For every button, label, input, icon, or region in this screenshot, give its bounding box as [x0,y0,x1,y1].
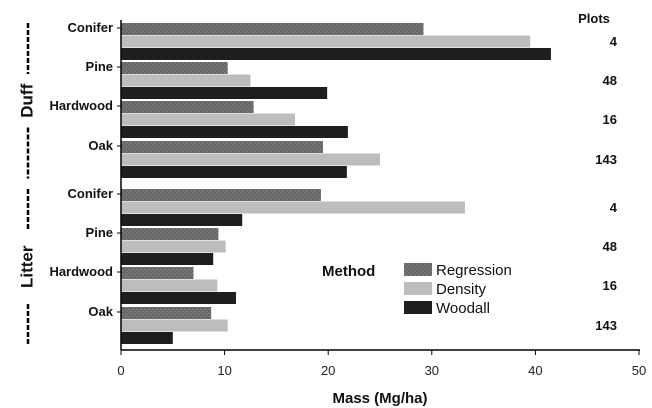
category-label-duff-conifer: Conifer [68,20,114,35]
bar-duff-pine-woodall [121,87,328,99]
plots-header: Plots [578,11,610,26]
x-ticks-layer: 0 10 20 30 40 50 [117,350,646,378]
bar-litter-oak-density [121,319,228,332]
legend-label-woodall: Woodall [436,300,490,317]
bar-litter-hardwood-regression [121,267,194,279]
plot-count-duff-oak: 143 [595,152,617,167]
bar-duff-hardwood-density [121,113,296,126]
group-label-duff: Duff [17,83,36,117]
legend-title: Method [322,263,375,280]
group-labels-layer: Duff Litter [17,23,36,345]
bar-litter-pine-woodall [121,253,214,265]
plot-count-duff-pine: 48 [603,73,617,88]
plot-count-litter-pine: 48 [603,239,617,254]
x-tick-label: 40 [528,363,542,378]
plot-count-litter-conifer: 4 [610,200,618,215]
bar-litter-oak-woodall [121,332,173,344]
bar-duff-conifer-woodall [121,48,551,60]
category-label-duff-oak: Oak [88,138,113,153]
plot-count-duff-hardwood: 16 [603,112,617,127]
category-label-duff-pine: Pine [86,59,113,74]
plot-count-litter-hardwood: 16 [603,278,617,293]
bar-duff-hardwood-woodall [121,126,348,138]
legend-label-density: Density [436,281,487,298]
bar-duff-oak-density [121,153,380,166]
bar-duff-conifer-regression [121,23,424,35]
category-label-litter-oak: Oak [88,304,113,319]
bar-litter-conifer-regression [121,189,321,201]
bar-litter-hardwood-density [121,279,218,292]
legend: Method Regression Density Woodall [322,262,512,317]
category-label-litter-pine: Pine [86,225,113,240]
bar-duff-conifer-density [121,35,531,48]
bar-litter-hardwood-woodall [121,292,236,304]
bar-litter-conifer-density [121,201,465,214]
category-label-litter-hardwood: Hardwood [49,264,113,279]
x-tick-label: 30 [425,363,439,378]
group-label-litter: Litter [17,245,36,288]
category-label-duff-hardwood: Hardwood [49,98,113,113]
bar-litter-conifer-woodall [121,214,243,226]
x-tick-label: 10 [217,363,231,378]
x-tick-label: 50 [632,363,646,378]
bar-duff-hardwood-regression [121,101,254,113]
plot-count-labels-layer: 4 48 16 143 4 48 16 143 [595,34,617,333]
category-labels-layer: Conifer Pine Hardwood Oak Conifer Pine Hardwoo… [49,20,121,319]
legend-swatch-density [404,282,432,295]
plot-count-duff-conifer: 4 [610,34,618,49]
bar-duff-oak-woodall [121,166,347,178]
bar-litter-oak-regression [121,307,212,319]
axes-layer [120,20,640,351]
bar-litter-pine-density [121,240,226,253]
plot-count-litter-oak: 143 [595,318,617,333]
x-tick-label: 0 [117,363,124,378]
bar-duff-oak-regression [121,141,324,153]
category-label-litter-conifer: Conifer [68,186,114,201]
legend-label-regression: Regression [436,262,512,279]
legend-swatch-woodall [404,301,432,314]
bars-layer [121,23,551,344]
bar-litter-pine-regression [121,228,219,240]
x-tick-label: 20 [321,363,335,378]
legend-swatch-regression [404,263,432,276]
x-axis-title: Mass (Mg/ha) [332,390,427,407]
bar-duff-pine-density [121,74,251,87]
bar-duff-pine-regression [121,62,228,74]
